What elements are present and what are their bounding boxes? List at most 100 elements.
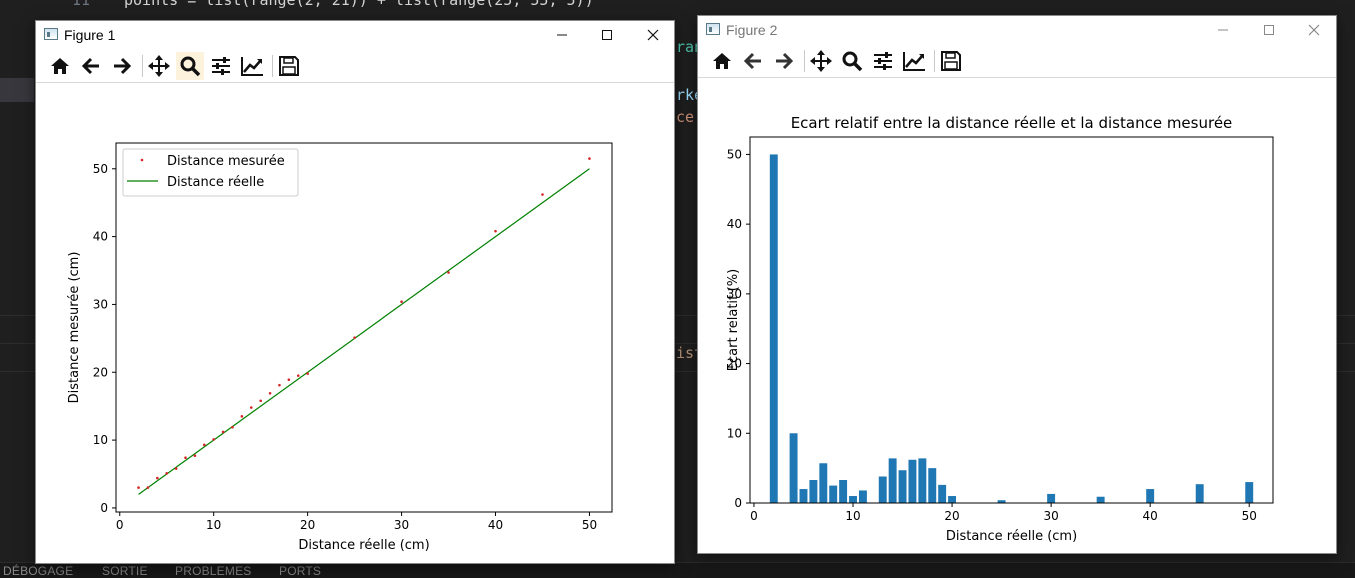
x-tick-label: 30	[1043, 509, 1058, 523]
maximize-button[interactable]	[587, 23, 627, 47]
zoom-icon	[180, 56, 201, 77]
data-point	[240, 415, 244, 418]
data-point	[296, 374, 300, 377]
home-button[interactable]	[46, 52, 74, 80]
bar	[769, 154, 778, 503]
maximize-button[interactable]	[1249, 18, 1289, 42]
configure-subplots-icon	[874, 52, 892, 70]
bar	[809, 479, 818, 503]
figure2-canvas[interactable]: 0 10 20 30 40 50 0 10 20 30 40 50 Distance réelle (c…	[698, 79, 1336, 553]
fig2-ylabel: Ecart relatif (%)	[726, 269, 741, 371]
data-point	[268, 391, 272, 395]
data-point	[203, 443, 206, 447]
y-tick-label: 30	[727, 287, 742, 301]
bar	[928, 468, 937, 503]
line-number: 11	[72, 0, 91, 9]
tab-debug[interactable]: DÉBOGAGE	[3, 564, 74, 578]
window-title: Figure 1	[64, 27, 116, 43]
y-tick-label: 20	[727, 357, 742, 371]
close-icon	[647, 29, 659, 41]
code-fragment-3: ce	[676, 108, 695, 126]
back-button[interactable]	[739, 47, 767, 75]
close-button[interactable]	[633, 23, 673, 47]
configure-subplots-button[interactable]	[869, 47, 897, 75]
edit-axes-button[interactable]	[900, 47, 928, 75]
bar	[888, 458, 897, 503]
home-icon	[51, 58, 69, 74]
forward-icon	[776, 52, 794, 70]
close-button[interactable]	[1294, 18, 1334, 42]
tab-ports[interactable]: PORTS	[279, 564, 322, 578]
back-button[interactable]	[77, 52, 105, 80]
legend: Distance mesurée Distance réelle	[122, 148, 299, 197]
y-tick-label: 10	[727, 426, 742, 440]
tab-output[interactable]: SORTIE	[102, 564, 148, 578]
data-point	[165, 472, 169, 475]
bar	[898, 470, 907, 503]
edit-axes-icon	[903, 52, 925, 71]
edit-axes-button[interactable]	[238, 52, 266, 80]
figure1-titlebar[interactable]: Figure 1	[36, 21, 674, 49]
figure2-window[interactable]: Figure 2	[697, 15, 1337, 554]
code-fragment-2: rke	[676, 86, 704, 104]
save-button[interactable]	[937, 47, 965, 75]
minimize-button[interactable]	[1203, 18, 1243, 42]
maximize-icon	[602, 30, 612, 40]
close-icon	[1308, 24, 1320, 36]
save-button[interactable]	[275, 52, 303, 80]
bar	[948, 496, 957, 503]
bar	[878, 476, 887, 503]
fig1-ylabel: Distance mesurée (cm)	[67, 252, 82, 404]
y-tick-label: 20	[93, 365, 108, 379]
data-point	[146, 486, 150, 489]
zoom-button[interactable]	[176, 52, 204, 80]
forward-button[interactable]	[108, 52, 136, 80]
figure1-window[interactable]: Figure 1	[35, 20, 675, 564]
data-point	[156, 476, 159, 480]
save-icon	[279, 56, 299, 76]
save-icon	[941, 51, 961, 71]
fig2-xlabel: Distance réelle (cm)	[946, 529, 1077, 544]
y-tick-label: 40	[93, 230, 108, 244]
minimize-icon	[1218, 29, 1228, 31]
bar	[1047, 493, 1056, 503]
x-tick-label: 20	[944, 509, 959, 523]
configure-subplots-button[interactable]	[207, 52, 235, 80]
bar	[819, 463, 828, 503]
x-tick-label: 10	[206, 518, 221, 532]
data-point	[541, 193, 544, 196]
data-point	[447, 271, 450, 274]
data-point	[278, 383, 281, 387]
minimize-button[interactable]	[542, 23, 582, 47]
forward-button[interactable]	[770, 47, 798, 75]
y-tick-label: 40	[727, 217, 742, 231]
edit-axes-icon	[241, 57, 263, 76]
pan-button[interactable]	[145, 52, 173, 80]
figure1-canvas[interactable]: 0 10 20 30 40 50 0 10 20 30 40 50 Distance réelle (c…	[36, 84, 674, 563]
data-point	[588, 157, 591, 160]
tab-problems[interactable]: PROBLEMES	[175, 564, 252, 578]
bar	[839, 479, 848, 503]
figure1-toolbar	[36, 49, 674, 83]
configure-subplots-icon	[212, 57, 230, 75]
bar	[858, 490, 867, 503]
zoom-button[interactable]	[838, 47, 866, 75]
x-tick-label: 40	[1143, 509, 1158, 523]
active-line-marker	[0, 78, 34, 102]
code-line[interactable]: points = list(range(2, 21)) + list(range…	[124, 0, 594, 9]
figure2-titlebar[interactable]: Figure 2	[698, 16, 1336, 44]
bar	[799, 489, 808, 503]
home-button[interactable]	[708, 47, 736, 75]
bar	[908, 459, 917, 503]
data-point	[231, 425, 234, 429]
back-icon	[81, 57, 99, 75]
code-fragment-1: ran	[676, 38, 704, 56]
data-point	[259, 399, 262, 403]
pan-icon	[148, 55, 170, 77]
panel-tab-bar: DÉBOGAGE SORTIE PROBLEMES PORTS	[0, 562, 1355, 578]
legend-label: Distance réelle	[167, 175, 264, 190]
data-point	[353, 336, 356, 339]
fig1-axes-frame	[115, 142, 613, 513]
pan-button[interactable]	[807, 47, 835, 75]
window-title: Figure 2	[726, 22, 778, 38]
